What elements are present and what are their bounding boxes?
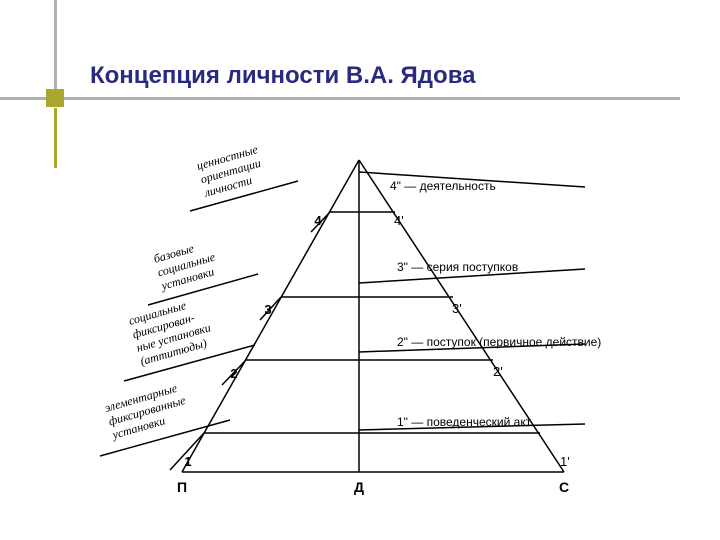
right-label-1: 4" — деятельность: [390, 179, 496, 193]
base-label-Д: Д: [354, 479, 364, 495]
num-right-2': 2': [493, 364, 503, 379]
right-label-2: 3" — серия поступков: [397, 260, 518, 274]
num-left-2: 2: [230, 366, 237, 381]
num-left-3: 3: [264, 302, 271, 317]
num-left-4: 4: [314, 213, 322, 228]
left-label-2: базовыесоциальныеустановки: [151, 236, 221, 293]
num-right-4': 4': [394, 213, 404, 228]
base-label-П: П: [177, 479, 187, 495]
left-label-1: ценностныеориентацииличности: [194, 142, 268, 200]
num-right-3': 3': [452, 301, 462, 316]
left-label-4: элементарныефиксированныеустановки: [102, 379, 192, 442]
num-left-1: 1: [184, 454, 191, 469]
num-right-1': 1': [560, 454, 570, 469]
left-label-3: социальныефиксирован-ные установки(аттит…: [127, 293, 216, 368]
yadov-pyramid-diagram: ценностныеориентацииличности базовыесоциа…: [0, 0, 720, 540]
right-label-3: 2" — поступок (первичное действие): [397, 335, 601, 349]
right-label-4: 1" — поведенческий акт: [397, 415, 532, 429]
base-label-С: С: [559, 479, 569, 495]
